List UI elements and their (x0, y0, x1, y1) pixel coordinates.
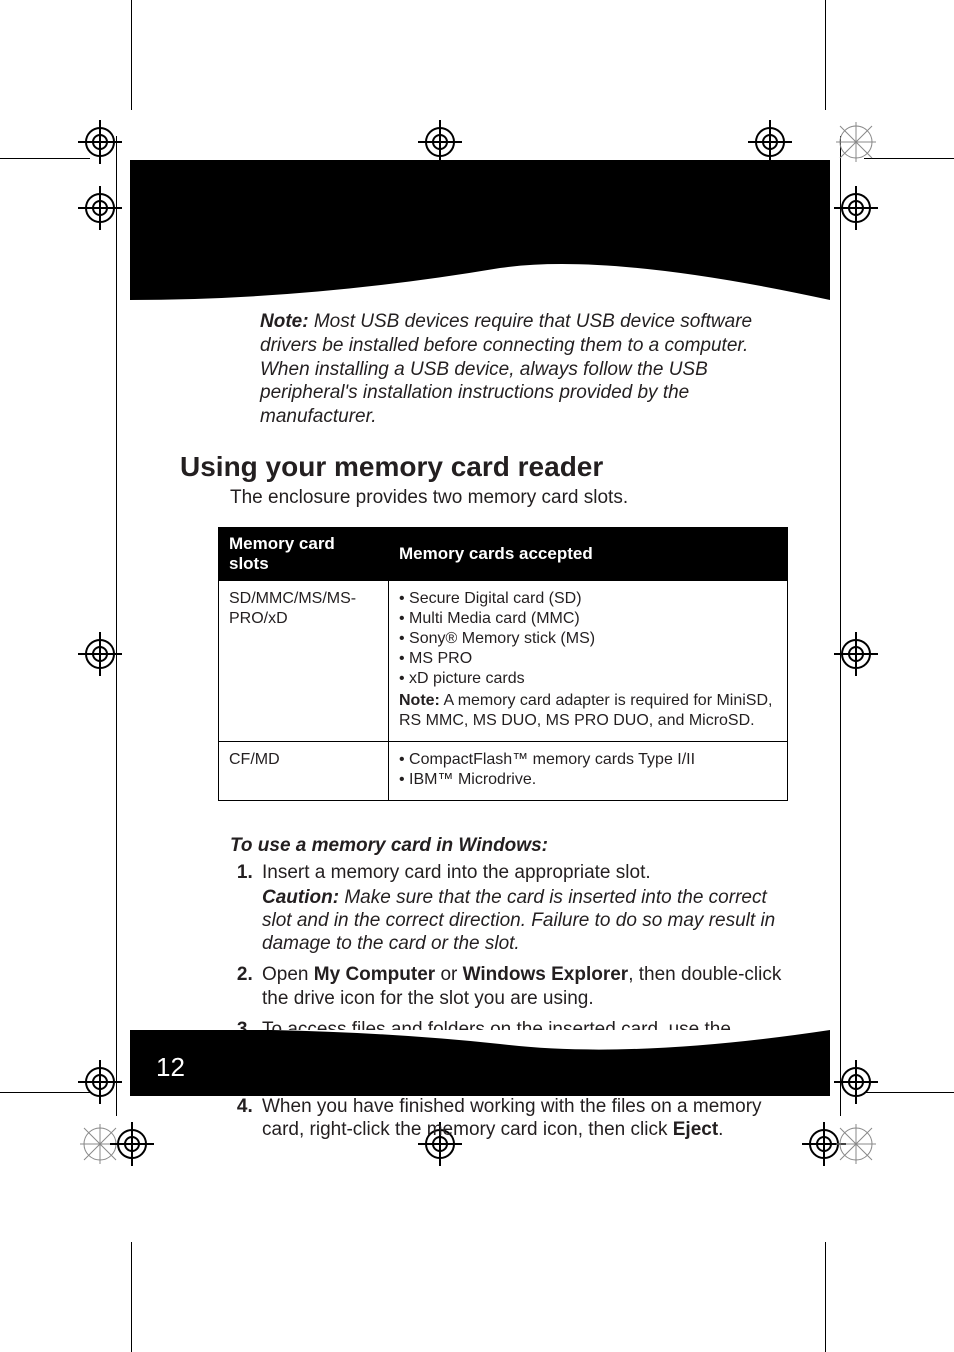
page-content: Note: Most USB devices require that USB … (130, 160, 830, 1150)
step-text: . (718, 1119, 723, 1140)
caution-label: Caution: (262, 887, 339, 908)
table-header-slots: Memory card slots (219, 527, 389, 580)
list-item: Sony® Memory stick (MS) (399, 629, 777, 649)
registration-mark-icon (418, 120, 462, 164)
ui-ref: Eject (673, 1119, 718, 1140)
ui-ref: My Computer (314, 964, 435, 985)
registration-mark-icon (78, 120, 122, 164)
registration-mark-icon (78, 632, 122, 676)
table-header-accepted: Memory cards accepted (389, 527, 788, 580)
registration-mark-icon (834, 632, 878, 676)
registration-mark-icon (834, 186, 878, 230)
table-row: SD/MMC/MS/MS-PRO/xD Secure Digital card … (219, 580, 788, 741)
step-4: When you have finished working with the … (258, 1095, 790, 1141)
list-item: CompactFlash™ memory cards Type I/II (399, 750, 777, 770)
cropmark (825, 1242, 826, 1352)
cropmark (131, 0, 132, 110)
memory-card-table: Memory card slots Memory cards accepted … (218, 527, 788, 801)
step-text: Open (262, 964, 314, 985)
slot-accepted: CompactFlash™ memory cards Type I/II IBM… (389, 741, 788, 800)
step-text: Insert a memory card into the appropriat… (262, 862, 651, 883)
page-number: 12 (156, 1052, 185, 1083)
list-item: MS PRO (399, 649, 777, 669)
ui-ref: Windows Explorer (463, 964, 629, 985)
note-text: Most USB devices require that USB device… (260, 311, 752, 427)
registration-mark-icon (78, 186, 122, 230)
cropmark (0, 1092, 90, 1093)
footer-curve-icon (130, 1030, 830, 1056)
note-text: A memory card adapter is required for Mi… (399, 692, 772, 729)
procedure-heading: To use a memory card in Windows: (230, 835, 830, 857)
slot-accepted: Secure Digital card (SD) Multi Media car… (389, 580, 788, 741)
registration-mark-icon (834, 120, 878, 164)
list-item: Multi Media card (MMC) (399, 609, 777, 629)
section-intro: The enclosure provides two memory card s… (230, 487, 830, 509)
cropmark (0, 158, 90, 159)
usb-note: Note: Most USB devices require that USB … (260, 310, 800, 429)
procedure-steps: Insert a memory card into the appropriat… (230, 861, 790, 1142)
list-item: IBM™ Microdrive. (399, 770, 777, 790)
step-2: Open My Computer or Windows Explorer, th… (258, 963, 790, 1009)
guide (116, 136, 117, 1116)
table-row: CF/MD CompactFlash™ memory cards Type I/… (219, 741, 788, 800)
registration-mark-icon (834, 1060, 878, 1104)
step-1: Insert a memory card into the appropriat… (258, 861, 790, 956)
registration-mark-icon (78, 1060, 122, 1104)
slot-name: SD/MMC/MS/MS-PRO/xD (219, 580, 389, 741)
footer-banner: 12 (130, 1030, 830, 1096)
caution-text: Make sure that the card is inserted into… (262, 887, 775, 954)
note-label: Note: (260, 311, 309, 332)
header-banner (130, 160, 830, 300)
caution: Caution: Make sure that the card is inse… (262, 886, 790, 956)
section-heading: Using your memory card reader (180, 451, 830, 483)
cropmark (131, 1242, 132, 1352)
cropmark (825, 0, 826, 110)
guide (840, 136, 841, 1116)
list-item: xD picture cards (399, 669, 777, 689)
registration-mark-icon (834, 1122, 878, 1166)
banner-curve-icon (130, 260, 830, 300)
list-item: Secure Digital card (SD) (399, 589, 777, 609)
registration-mark-icon (748, 120, 792, 164)
slot-name: CF/MD (219, 741, 389, 800)
note-label: Note: (399, 692, 440, 709)
step-text: or (435, 964, 462, 985)
slot-note: Note: A memory card adapter is required … (399, 691, 777, 731)
